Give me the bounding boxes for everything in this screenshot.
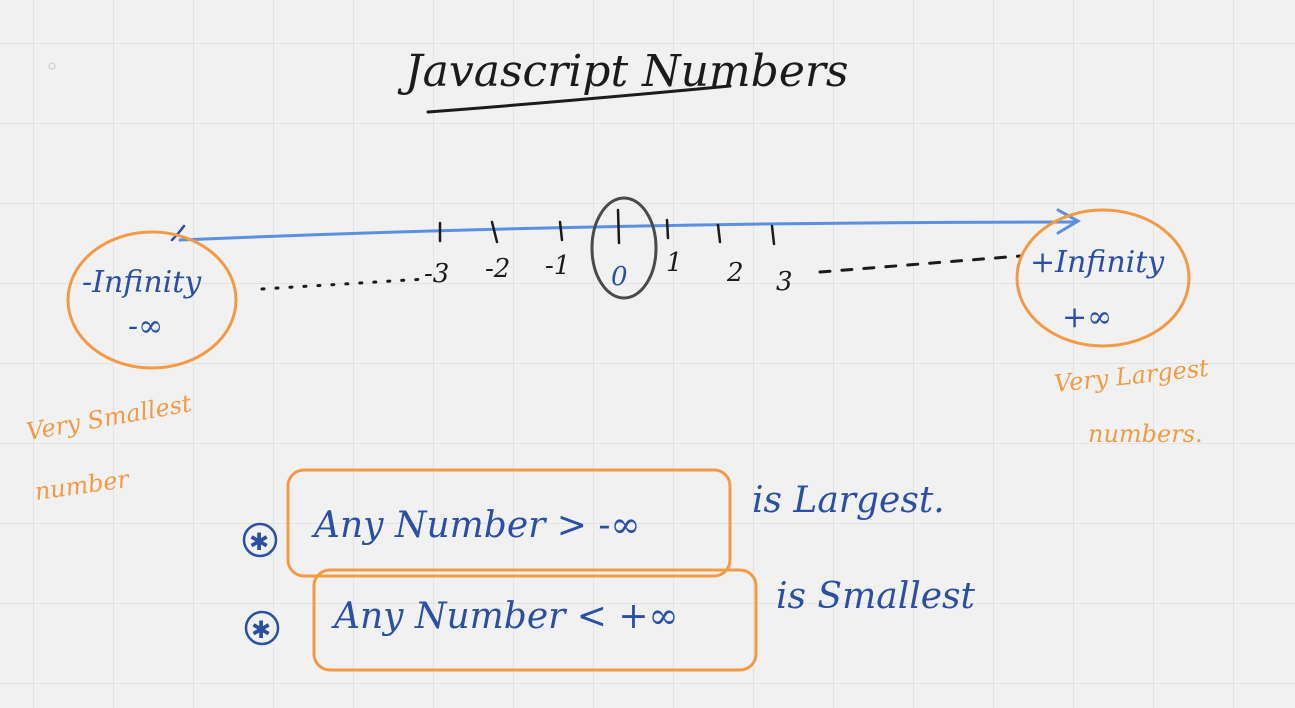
title-underline [426, 84, 732, 114]
stray-dot [48, 62, 56, 70]
positive-infinity-label: +Infinity [1030, 245, 1165, 280]
title-group: Javascript Numbers [397, 46, 849, 114]
tick-label: 2 [726, 258, 744, 288]
number-line-arrowhead [1056, 208, 1082, 235]
statement-2: ✱ Any Number < +∞ is Smallest [244, 568, 976, 672]
page-title: Javascript Numbers [397, 46, 849, 97]
zero-highlight-circle [590, 196, 658, 300]
tick-label-zero: 0 [611, 262, 628, 292]
statement-text: Any Number < +∞ [331, 596, 679, 637]
statement-1: ✱ Any Number > -∞ is Largest. [242, 468, 945, 578]
negative-infinity-note-line2: number [33, 465, 132, 506]
positive-infinity-note-line2: numbers. [1088, 420, 1203, 448]
tick-label: -3 [424, 259, 449, 289]
negative-infinity-symbol: -∞ [128, 309, 163, 344]
positive-infinity-note-line1: Very Largest [1053, 354, 1211, 398]
negative-infinity-group: -Infinity -∞ Very Smallest number [24, 230, 238, 506]
star-marker-icon [242, 522, 278, 558]
tick-label: -2 [485, 254, 510, 284]
positive-infinity-group: +Infinity +∞ Very Largest numbers. [1015, 208, 1211, 448]
statement-highlight-box [312, 568, 758, 672]
tick-marks [438, 208, 776, 246]
negative-infinity-note-line1: Very Smallest [24, 389, 194, 446]
tick-label: 3 [776, 267, 793, 297]
left-dotted-extension [260, 277, 427, 291]
statement-marker: ✱ [251, 616, 271, 644]
tick-label: 1 [666, 248, 683, 278]
statement-suffix: is Largest. [752, 480, 945, 521]
statement-marker: ✱ [249, 528, 269, 556]
tick-mark [558, 220, 564, 242]
tick-mark [716, 223, 722, 244]
negative-infinity-circle [66, 230, 238, 370]
tick-mark [616, 208, 621, 245]
tick-mark [490, 220, 499, 244]
negative-infinity-label: -Infinity [82, 265, 202, 300]
statement-suffix: is Smallest [776, 576, 976, 617]
tick-label: -1 [545, 251, 570, 281]
positive-infinity-symbol: +∞ [1062, 300, 1112, 335]
number-line: -3 -2 -1 0 1 2 3 [170, 196, 1082, 300]
tick-mark [665, 218, 670, 240]
positive-infinity-circle [1015, 208, 1191, 348]
number-line-left-hook [170, 224, 186, 242]
number-line-axis [178, 220, 1077, 242]
statement-highlight-box [286, 468, 732, 578]
statement-text: Any Number > -∞ [311, 505, 641, 546]
tick-mark [770, 224, 776, 246]
star-marker-icon [244, 610, 280, 646]
right-dotted-extension [818, 254, 1022, 274]
